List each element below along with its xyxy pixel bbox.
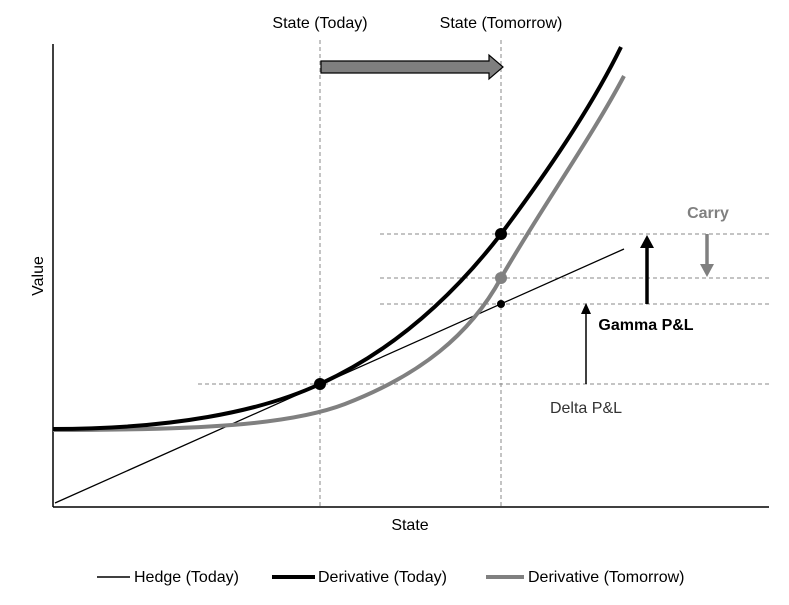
point-derivative-tomorrow [495,272,507,284]
derivative-tomorrow-curve [52,75,626,432]
legend-hedge-label: Hedge (Today) [134,569,239,586]
point-hedge-tomorrow [497,300,505,308]
gamma-pnl-label: Gamma P&L [598,317,693,334]
carry-label: Carry [687,205,729,222]
legend-derivative-today-label: Derivative (Today) [318,569,447,586]
x-axis-label: State [391,517,428,534]
time-arrow [320,53,504,81]
state-today-label: State (Today) [272,15,367,32]
delta-pnl-arrow-head [581,303,591,314]
y-axis-label: Value [30,256,47,296]
point-today [314,378,326,390]
carry-arrow-head [700,264,714,277]
state-tomorrow-label: State (Tomorrow) [440,15,563,32]
point-derivative-today-tomorrow [495,228,507,240]
derivative-today-curve [52,46,623,431]
gamma-pnl-arrow-head [640,235,654,248]
legend-derivative-tomorrow-label: Derivative (Tomorrow) [528,569,684,586]
delta-pnl-label: Delta P&L [550,400,622,417]
